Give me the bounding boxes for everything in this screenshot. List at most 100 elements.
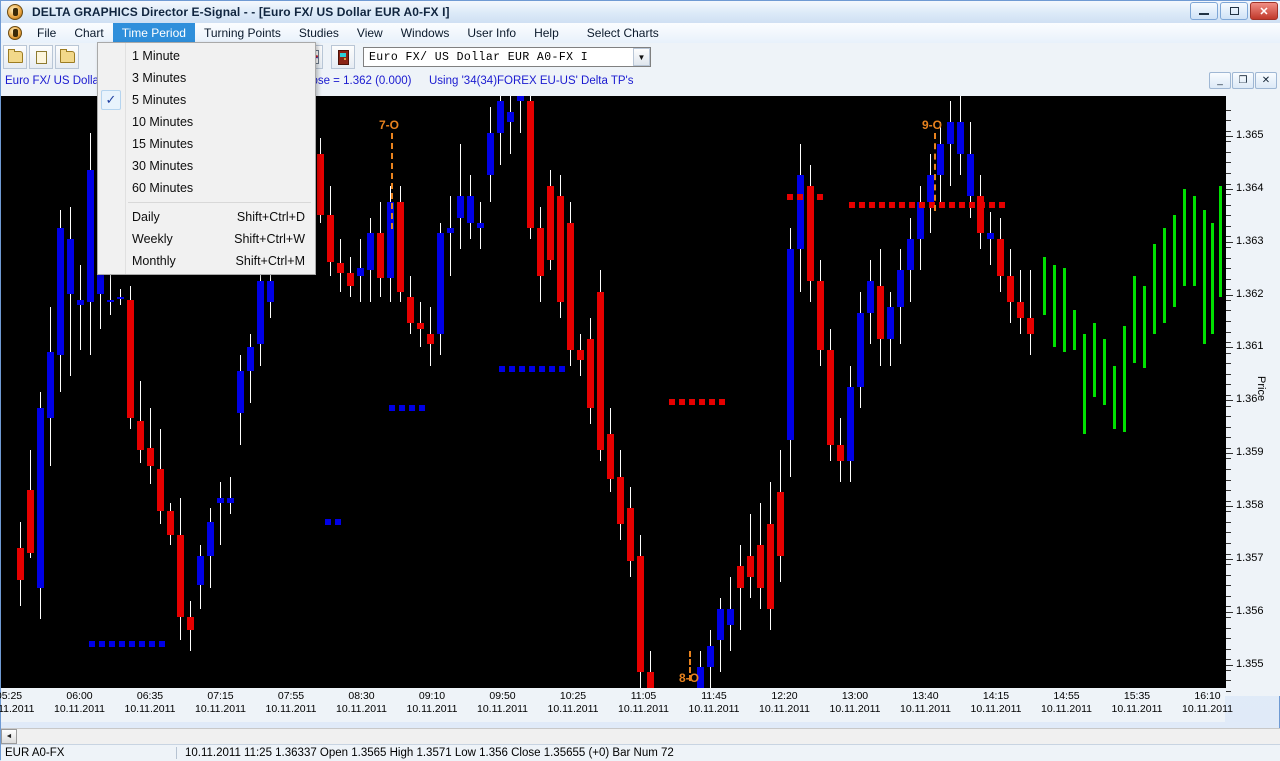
time-tick-time: 07:15 <box>207 690 234 702</box>
time-period-item-daily[interactable]: Daily Shift+Ctrl+D <box>98 206 315 228</box>
price-tick-label: 1.359 <box>1236 446 1264 459</box>
signal-dot-row <box>389 405 429 411</box>
candle-body <box>1017 302 1024 318</box>
chart-instrument-label: Euro FX/ US Dollar <box>5 75 103 87</box>
time-period-item-60-minutes[interactable]: 60 Minutes <box>98 177 315 199</box>
signal-dot <box>519 366 525 372</box>
candle-wick <box>520 96 521 133</box>
price-tick-label: 1.364 <box>1236 181 1264 194</box>
candle-body <box>517 96 524 102</box>
signal-dot <box>399 405 405 411</box>
time-period-item-5-minutes[interactable]: ✓ 5 Minutes <box>98 89 315 111</box>
candle-body <box>1027 318 1034 334</box>
symbol-value: Euro FX/ US Dollar EUR A0-FX I <box>369 50 589 64</box>
price-minor-tick <box>1226 162 1231 164</box>
candle-body <box>717 608 724 641</box>
time-tick-time: 16:10 <box>1194 690 1221 702</box>
copy-charts-button[interactable] <box>3 45 27 69</box>
time-period-item-30-minutes[interactable]: 30 Minutes <box>98 155 315 177</box>
price-minor-tick <box>1226 310 1231 312</box>
chart-horizontal-scrollbar[interactable]: ◄ <box>1 728 1280 744</box>
candle-body <box>797 175 804 250</box>
menu-item-chart[interactable]: Chart <box>74 26 104 40</box>
time-tick-date: 10.11.2011 <box>265 703 317 715</box>
candle-body <box>227 497 234 503</box>
menu-item-label: 5 Minutes <box>132 93 187 107</box>
menu-item-turning-points[interactable]: Turning Points <box>203 26 281 40</box>
chevron-down-icon[interactable]: ▼ <box>633 48 650 66</box>
candle-body <box>137 421 144 451</box>
menu-item-time-period[interactable]: Time Period <box>112 23 195 43</box>
time-tick-label: 13:40 10.11.2011 <box>886 690 966 716</box>
time-tick-label: 15:35 10.11.2011 <box>1097 690 1177 716</box>
candle-body <box>617 476 624 525</box>
time-tick-label: 06:00 10.11.2011 <box>40 690 120 716</box>
turning-point-label: 7-O <box>379 118 400 132</box>
menu-item-select-charts[interactable]: Select Charts <box>586 26 659 40</box>
time-period-item-3-minutes[interactable]: 3 Minutes <box>98 67 315 89</box>
projection-bar <box>1143 286 1146 369</box>
menu-item-view[interactable]: View <box>356 26 383 40</box>
candle-wick <box>230 476 231 514</box>
menu-item-windows[interactable]: Windows <box>400 26 450 40</box>
window-maximize-button[interactable] <box>1220 2 1248 20</box>
price-tick-label: 1.36 <box>1236 393 1258 406</box>
time-period-dropdown-menu[interactable]: 1 Minute 3 Minutes ✓ 5 Minutes 10 Minutes 15 … <box>97 42 316 275</box>
candle-body <box>507 111 514 123</box>
menu-item-label: 30 Minutes <box>132 159 194 173</box>
signal-dot <box>817 194 823 200</box>
menu-item-file[interactable]: File <box>37 26 57 40</box>
signal-dot <box>807 194 813 200</box>
print-button[interactable] <box>29 45 53 69</box>
open-button[interactable] <box>55 45 79 69</box>
price-minor-tick <box>1226 521 1231 523</box>
menu-item-help[interactable]: Help <box>534 26 559 40</box>
time-period-item-1-minute[interactable]: 1 Minute <box>98 45 315 67</box>
candle-wick <box>150 407 151 485</box>
time-period-item-15-minutes[interactable]: 15 Minutes <box>98 133 315 155</box>
window-close-button[interactable]: ✕ <box>1250 2 1278 20</box>
signal-dot <box>849 202 855 208</box>
signal-dot-row <box>669 399 729 405</box>
time-tick-date: 10.11.2011 <box>547 703 599 715</box>
mdi-restore-button[interactable]: ❐ <box>1232 72 1254 89</box>
window-minimize-button[interactable] <box>1190 2 1218 20</box>
candle-body <box>627 508 634 562</box>
exit-button[interactable] <box>331 45 355 69</box>
symbol-combobox[interactable]: Euro FX/ US Dollar EUR A0-FX I ▼ <box>363 47 651 67</box>
candle-body <box>427 333 434 345</box>
menu-item-studies[interactable]: Studies <box>298 26 339 40</box>
projection-bar <box>1133 275 1136 363</box>
candle-body <box>37 407 44 588</box>
projection-bar <box>1093 323 1096 398</box>
time-period-item-10-minutes[interactable]: 10 Minutes <box>98 111 315 133</box>
time-period-item-monthly[interactable]: Monthly Shift+Ctrl+M <box>98 250 315 272</box>
price-tick <box>1226 506 1233 507</box>
mdi-close-button[interactable]: ✕ <box>1255 72 1277 89</box>
menu-item-user-info[interactable]: User Info <box>467 26 517 40</box>
candle-body <box>127 299 134 419</box>
time-tick-time: 07:55 <box>277 690 305 702</box>
candle-body <box>207 521 214 556</box>
candle-wick <box>460 143 461 250</box>
time-tick-date: 10.11.2011 <box>1041 703 1092 715</box>
candle-body <box>177 534 184 617</box>
candle-body <box>167 510 174 535</box>
time-tick-time: 09:10 <box>418 690 446 702</box>
candle-body <box>567 222 574 350</box>
signal-dot <box>559 366 565 372</box>
candle-body <box>587 339 594 408</box>
candle-body <box>877 286 884 340</box>
candle-body <box>957 122 964 155</box>
candle-body <box>87 170 94 303</box>
price-minor-tick <box>1226 194 1231 196</box>
price-minor-tick <box>1226 363 1231 365</box>
price-tick-label: 1.357 <box>1236 551 1264 564</box>
time-period-item-weekly[interactable]: Weekly Shift+Ctrl+W <box>98 228 315 250</box>
price-plot[interactable]: 7-O 9-O 8-O <box>1 96 1225 688</box>
signal-dot <box>139 641 145 647</box>
candle-body <box>387 201 394 279</box>
scroll-left-button[interactable]: ◄ <box>1 729 17 744</box>
mdi-minimize-button[interactable]: _ <box>1209 72 1231 89</box>
price-tick <box>1226 453 1233 455</box>
